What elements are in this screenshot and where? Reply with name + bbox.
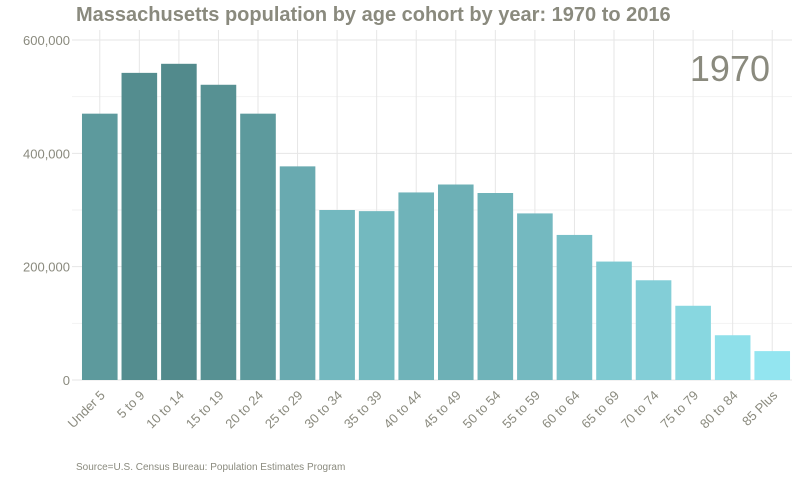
bar-layer xyxy=(81,63,791,381)
x-tick-label: 85 Plus xyxy=(739,387,781,429)
y-tick-label: 400,000 xyxy=(23,146,70,161)
x-tick-label: 65 to 69 xyxy=(578,388,622,432)
bar-15-to-19 xyxy=(200,84,237,381)
x-tick-label: 35 to 39 xyxy=(341,388,385,432)
bar-75-to-79 xyxy=(675,305,711,380)
x-tick-label: 15 to 19 xyxy=(183,388,227,432)
bar-under-5 xyxy=(81,113,118,381)
x-tick-label: 5 to 9 xyxy=(114,388,148,422)
x-tick-label: 30 to 34 xyxy=(301,388,345,432)
bar-45-to-49 xyxy=(437,184,474,380)
y-tick-label: 200,000 xyxy=(23,260,70,275)
bar-10-to-14 xyxy=(161,63,197,381)
x-tick-label: 20 to 24 xyxy=(222,388,266,432)
bar-80-to-84 xyxy=(714,335,751,380)
bar-60-to-64 xyxy=(556,234,593,380)
x-tick-label: 40 to 44 xyxy=(381,388,425,432)
bar-30-to-34 xyxy=(319,210,355,380)
x-tick-label: 80 to 84 xyxy=(697,388,741,432)
bar-50-to-54 xyxy=(477,193,514,380)
bar-25-to-29 xyxy=(279,166,316,380)
bar-40-to-44 xyxy=(398,192,435,380)
x-tick-label: 60 to 64 xyxy=(539,388,583,432)
x-tick-label: 25 to 29 xyxy=(262,388,306,432)
x-tick-label: 75 to 79 xyxy=(657,388,701,432)
x-tick-label: Under 5 xyxy=(65,388,108,431)
x-tick-label: 45 to 49 xyxy=(420,388,464,432)
source-note: Source=U.S. Census Bureau: Population Es… xyxy=(76,462,346,473)
y-tick-label: 600,000 xyxy=(23,33,70,48)
chart-title: Massachusetts population by age cohort b… xyxy=(76,4,671,26)
bar-85-plus xyxy=(754,351,791,380)
bar-55-to-59 xyxy=(517,213,553,380)
x-tick-label: 10 to 14 xyxy=(143,388,187,432)
x-tick-label: 55 to 59 xyxy=(499,388,543,432)
bar-20-to-24 xyxy=(240,113,276,381)
bar-70-to-74 xyxy=(635,280,672,380)
bar-35-to-39 xyxy=(358,211,395,380)
y-tick-label: 0 xyxy=(63,373,70,388)
y-axis-ticks: 0 200,000 400,000 600,000 xyxy=(23,33,70,388)
bar-5-to-9 xyxy=(121,72,158,380)
year-annotation: 1970 xyxy=(689,48,770,89)
x-tick-label: 50 to 54 xyxy=(460,388,504,432)
x-tick-label: 70 to 74 xyxy=(618,388,662,432)
bar-65-to-69 xyxy=(596,261,632,380)
